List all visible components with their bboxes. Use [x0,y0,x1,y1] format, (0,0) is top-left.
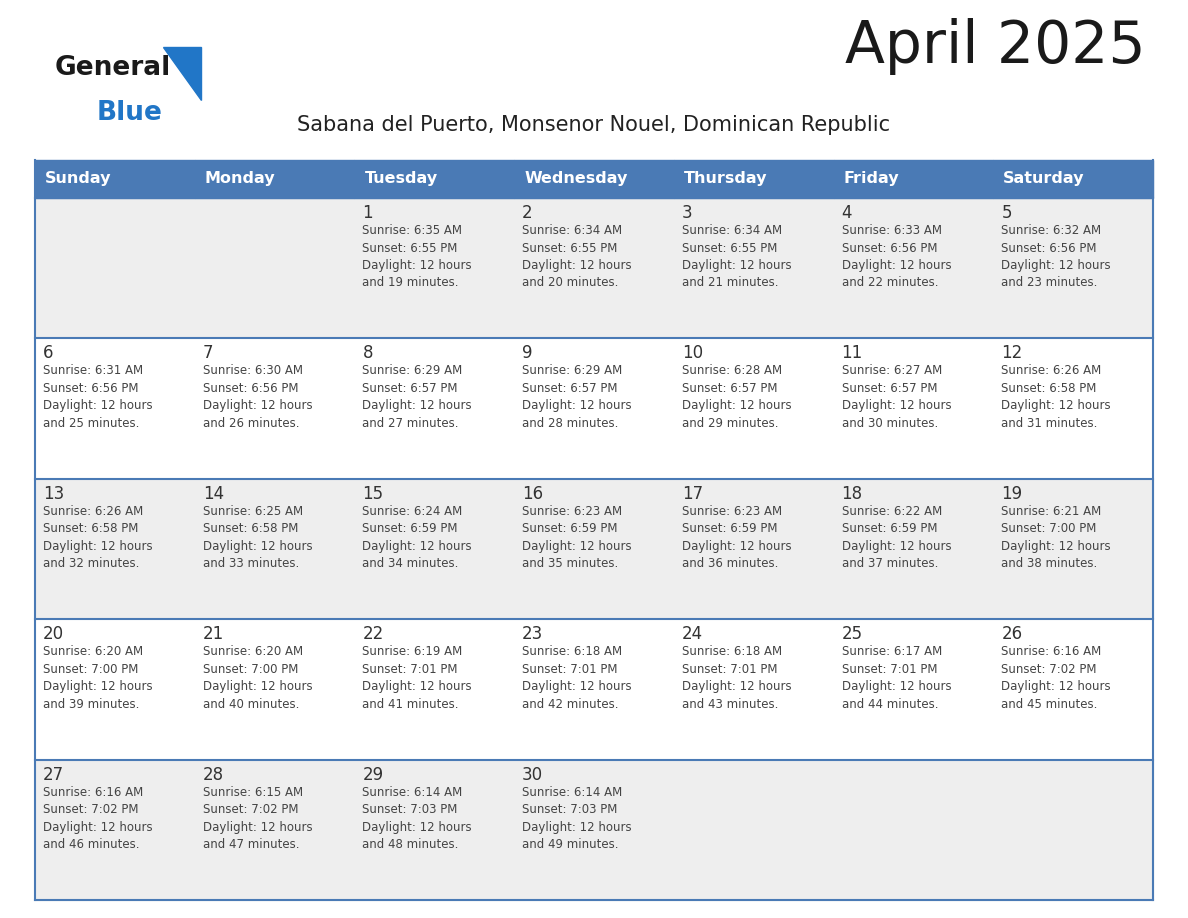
Text: Sabana del Puerto, Monsenor Nouel, Dominican Republic: Sabana del Puerto, Monsenor Nouel, Domin… [297,115,891,135]
Text: Friday: Friday [843,172,899,186]
Text: 30: 30 [523,766,543,784]
Text: 27: 27 [43,766,64,784]
Text: Thursday: Thursday [684,172,767,186]
Text: 11: 11 [841,344,862,363]
Text: Sunrise: 6:26 AM
Sunset: 6:58 PM
Daylight: 12 hours
and 31 minutes.: Sunrise: 6:26 AM Sunset: 6:58 PM Dayligh… [1001,364,1111,430]
Text: 10: 10 [682,344,703,363]
Text: Sunrise: 6:29 AM
Sunset: 6:57 PM
Daylight: 12 hours
and 27 minutes.: Sunrise: 6:29 AM Sunset: 6:57 PM Dayligh… [362,364,472,430]
Text: Blue: Blue [97,100,163,126]
Text: Saturday: Saturday [1004,172,1085,186]
Text: April 2025: April 2025 [846,18,1146,75]
Bar [514,160,674,198]
Text: 26: 26 [1001,625,1023,644]
Text: Sunrise: 6:23 AM
Sunset: 6:59 PM
Daylight: 12 hours
and 35 minutes.: Sunrise: 6:23 AM Sunset: 6:59 PM Dayligh… [523,505,632,570]
Text: Sunrise: 6:14 AM
Sunset: 7:03 PM
Daylight: 12 hours
and 48 minutes.: Sunrise: 6:14 AM Sunset: 7:03 PM Dayligh… [362,786,472,851]
Text: Sunrise: 6:34 AM
Sunset: 6:55 PM
Daylight: 12 hours
and 20 minutes.: Sunrise: 6:34 AM Sunset: 6:55 PM Dayligh… [523,224,632,289]
Text: 13: 13 [43,485,64,503]
Text: 4: 4 [841,204,852,222]
Text: Sunrise: 6:18 AM
Sunset: 7:01 PM
Daylight: 12 hours
and 42 minutes.: Sunrise: 6:18 AM Sunset: 7:01 PM Dayligh… [523,645,632,711]
Text: Sunrise: 6:16 AM
Sunset: 7:02 PM
Daylight: 12 hours
and 45 minutes.: Sunrise: 6:16 AM Sunset: 7:02 PM Dayligh… [1001,645,1111,711]
Text: 19: 19 [1001,485,1023,503]
Text: General: General [55,55,171,81]
Text: 9: 9 [523,344,532,363]
Bar [34,759,1154,900]
Text: Sunrise: 6:26 AM
Sunset: 6:58 PM
Daylight: 12 hours
and 32 minutes.: Sunrise: 6:26 AM Sunset: 6:58 PM Dayligh… [43,505,152,570]
Text: Sunrise: 6:17 AM
Sunset: 7:01 PM
Daylight: 12 hours
and 44 minutes.: Sunrise: 6:17 AM Sunset: 7:01 PM Dayligh… [841,645,952,711]
Text: 7: 7 [203,344,213,363]
Bar [834,160,993,198]
Text: Sunrise: 6:31 AM
Sunset: 6:56 PM
Daylight: 12 hours
and 25 minutes.: Sunrise: 6:31 AM Sunset: 6:56 PM Dayligh… [43,364,152,430]
Text: Sunrise: 6:25 AM
Sunset: 6:58 PM
Daylight: 12 hours
and 33 minutes.: Sunrise: 6:25 AM Sunset: 6:58 PM Dayligh… [203,505,312,570]
Text: Sunrise: 6:21 AM
Sunset: 7:00 PM
Daylight: 12 hours
and 38 minutes.: Sunrise: 6:21 AM Sunset: 7:00 PM Dayligh… [1001,505,1111,570]
Bar [34,198,1154,339]
Bar [354,160,514,198]
Text: 12: 12 [1001,344,1023,363]
Text: 8: 8 [362,344,373,363]
Text: Sunrise: 6:20 AM
Sunset: 7:00 PM
Daylight: 12 hours
and 40 minutes.: Sunrise: 6:20 AM Sunset: 7:00 PM Dayligh… [203,645,312,711]
Text: 21: 21 [203,625,225,644]
Text: 29: 29 [362,766,384,784]
Text: 17: 17 [682,485,703,503]
Text: Sunrise: 6:15 AM
Sunset: 7:02 PM
Daylight: 12 hours
and 47 minutes.: Sunrise: 6:15 AM Sunset: 7:02 PM Dayligh… [203,786,312,851]
Text: Sunrise: 6:24 AM
Sunset: 6:59 PM
Daylight: 12 hours
and 34 minutes.: Sunrise: 6:24 AM Sunset: 6:59 PM Dayligh… [362,505,472,570]
Text: Sunday: Sunday [45,172,112,186]
Text: 16: 16 [523,485,543,503]
Text: 14: 14 [203,485,223,503]
Text: Sunrise: 6:35 AM
Sunset: 6:55 PM
Daylight: 12 hours
and 19 minutes.: Sunrise: 6:35 AM Sunset: 6:55 PM Dayligh… [362,224,472,289]
Text: Sunrise: 6:28 AM
Sunset: 6:57 PM
Daylight: 12 hours
and 29 minutes.: Sunrise: 6:28 AM Sunset: 6:57 PM Dayligh… [682,364,791,430]
Bar [34,479,1154,620]
Text: Sunrise: 6:32 AM
Sunset: 6:56 PM
Daylight: 12 hours
and 23 minutes.: Sunrise: 6:32 AM Sunset: 6:56 PM Dayligh… [1001,224,1111,289]
Text: Sunrise: 6:16 AM
Sunset: 7:02 PM
Daylight: 12 hours
and 46 minutes.: Sunrise: 6:16 AM Sunset: 7:02 PM Dayligh… [43,786,152,851]
Text: Wednesday: Wednesday [524,172,627,186]
Bar [195,160,354,198]
Text: Sunrise: 6:19 AM
Sunset: 7:01 PM
Daylight: 12 hours
and 41 minutes.: Sunrise: 6:19 AM Sunset: 7:01 PM Dayligh… [362,645,472,711]
Polygon shape [163,47,201,100]
Text: Sunrise: 6:20 AM
Sunset: 7:00 PM
Daylight: 12 hours
and 39 minutes.: Sunrise: 6:20 AM Sunset: 7:00 PM Dayligh… [43,645,152,711]
Bar [674,160,834,198]
Text: 6: 6 [43,344,53,363]
Text: Monday: Monday [204,172,276,186]
Text: Sunrise: 6:18 AM
Sunset: 7:01 PM
Daylight: 12 hours
and 43 minutes.: Sunrise: 6:18 AM Sunset: 7:01 PM Dayligh… [682,645,791,711]
Text: 20: 20 [43,625,64,644]
Text: 25: 25 [841,625,862,644]
Text: Sunrise: 6:30 AM
Sunset: 6:56 PM
Daylight: 12 hours
and 26 minutes.: Sunrise: 6:30 AM Sunset: 6:56 PM Dayligh… [203,364,312,430]
Text: 5: 5 [1001,204,1012,222]
Bar [993,160,1154,198]
Text: Sunrise: 6:34 AM
Sunset: 6:55 PM
Daylight: 12 hours
and 21 minutes.: Sunrise: 6:34 AM Sunset: 6:55 PM Dayligh… [682,224,791,289]
Text: 24: 24 [682,625,703,644]
Bar [34,339,1154,479]
Text: 23: 23 [523,625,543,644]
Text: 15: 15 [362,485,384,503]
Text: 3: 3 [682,204,693,222]
Text: Sunrise: 6:23 AM
Sunset: 6:59 PM
Daylight: 12 hours
and 36 minutes.: Sunrise: 6:23 AM Sunset: 6:59 PM Dayligh… [682,505,791,570]
Bar [34,620,1154,759]
Text: 22: 22 [362,625,384,644]
Text: 28: 28 [203,766,223,784]
Text: 1: 1 [362,204,373,222]
Text: Sunrise: 6:22 AM
Sunset: 6:59 PM
Daylight: 12 hours
and 37 minutes.: Sunrise: 6:22 AM Sunset: 6:59 PM Dayligh… [841,505,952,570]
Text: Sunrise: 6:27 AM
Sunset: 6:57 PM
Daylight: 12 hours
and 30 minutes.: Sunrise: 6:27 AM Sunset: 6:57 PM Dayligh… [841,364,952,430]
Text: Tuesday: Tuesday [365,172,437,186]
Text: 2: 2 [523,204,532,222]
Text: Sunrise: 6:14 AM
Sunset: 7:03 PM
Daylight: 12 hours
and 49 minutes.: Sunrise: 6:14 AM Sunset: 7:03 PM Dayligh… [523,786,632,851]
Text: Sunrise: 6:33 AM
Sunset: 6:56 PM
Daylight: 12 hours
and 22 minutes.: Sunrise: 6:33 AM Sunset: 6:56 PM Dayligh… [841,224,952,289]
Text: 18: 18 [841,485,862,503]
Text: Sunrise: 6:29 AM
Sunset: 6:57 PM
Daylight: 12 hours
and 28 minutes.: Sunrise: 6:29 AM Sunset: 6:57 PM Dayligh… [523,364,632,430]
Bar [34,160,195,198]
